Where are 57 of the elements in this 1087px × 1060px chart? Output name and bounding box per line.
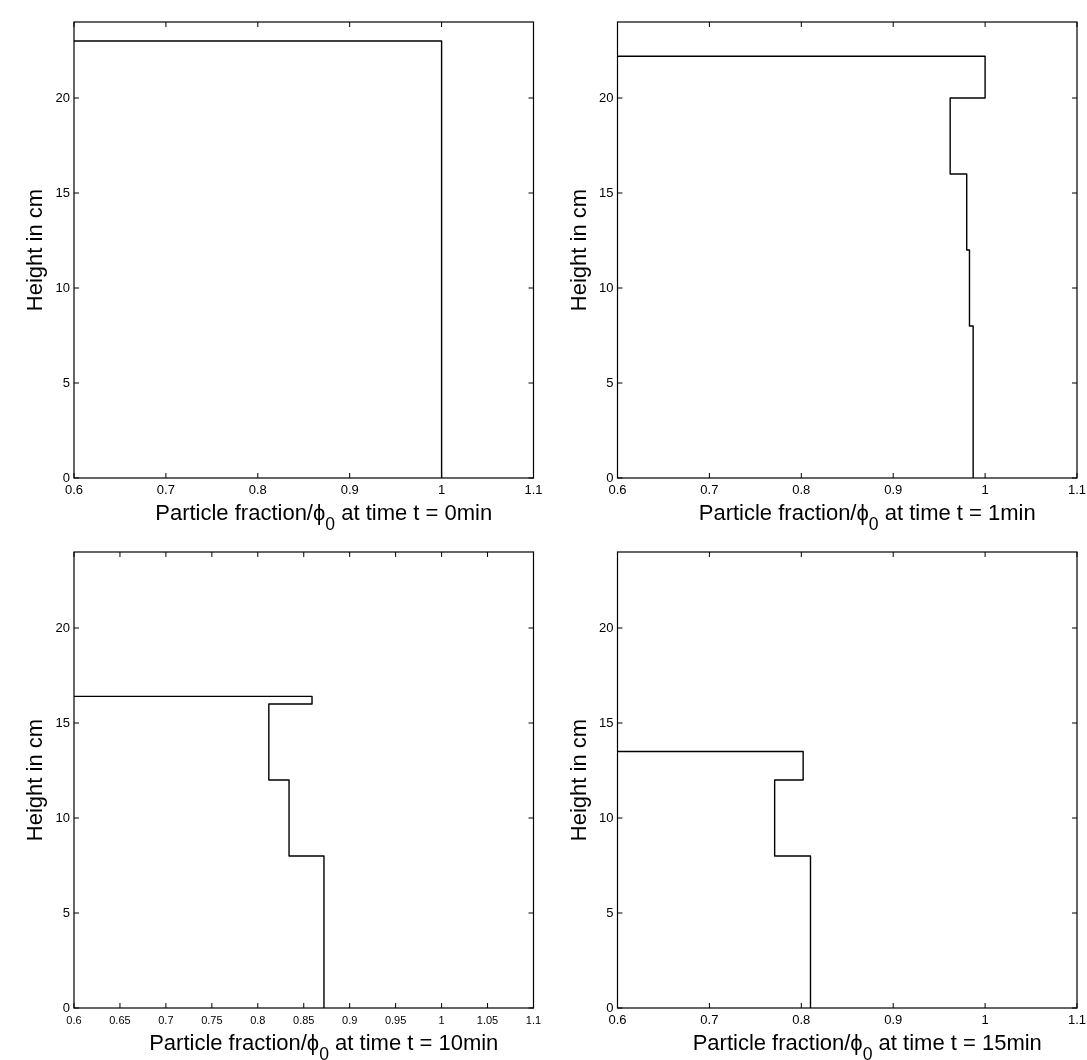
y-tick-label: 20 xyxy=(55,90,70,105)
y-tick-label: 10 xyxy=(599,280,614,295)
x-tick-label: 0.8 xyxy=(792,1012,811,1027)
y-tick-label: 10 xyxy=(599,810,614,825)
x-tick-label: 1.1 xyxy=(1067,1012,1087,1027)
y-tick-label: 5 xyxy=(62,375,70,390)
x-tick-label: 0.6 xyxy=(66,1014,82,1026)
x-axis-title: Particle fraction/ϕ$_{0}$ at time t = 1min xyxy=(698,500,1036,534)
x-tick-label: 0.8 xyxy=(792,482,811,497)
x-tick-label: 1.1 xyxy=(1067,482,1087,497)
x-tick-label: 1 xyxy=(981,482,989,497)
y-tick-label: 15 xyxy=(55,185,70,200)
y-tick-label: 0 xyxy=(62,1000,70,1015)
x-tick-label: 1.1 xyxy=(524,482,543,497)
y-tick-label: 10 xyxy=(55,810,70,825)
x-tick-label: 0.9 xyxy=(342,1014,358,1026)
y-tick-label: 20 xyxy=(599,620,614,635)
y-tick-label: 15 xyxy=(55,715,70,730)
y-axis-title: Height in cm xyxy=(22,718,47,842)
y-tick-label: 10 xyxy=(55,280,70,295)
x-tick-label: 0.7 xyxy=(700,482,719,497)
y-axis-title: Height in cm xyxy=(22,188,47,312)
x-tick-label: 1 xyxy=(438,1014,445,1026)
x-tick-label: 0.85 xyxy=(293,1014,315,1026)
x-tick-label: 0.6 xyxy=(64,482,84,497)
x-tick-label: 0.6 xyxy=(608,1012,627,1027)
x-tick-label: 1.05 xyxy=(476,1014,499,1026)
x-tick-label: 0.65 xyxy=(109,1014,131,1026)
x-tick-label: 1 xyxy=(981,1012,989,1027)
y-tick-label: 20 xyxy=(55,620,70,635)
x-tick-label: 0.9 xyxy=(340,482,359,497)
x-tick-label: 0.7 xyxy=(156,482,175,497)
y-tick-label: 0 xyxy=(606,470,614,485)
x-tick-label: 0.8 xyxy=(250,1014,266,1026)
x-tick-label: 0.95 xyxy=(384,1014,407,1026)
y-tick-label: 20 xyxy=(599,90,614,105)
x-tick-label: 0.6 xyxy=(608,482,627,497)
y-tick-label: 15 xyxy=(599,185,614,200)
y-axis-title: Height in cm xyxy=(565,188,591,312)
x-axis-title: Particle fraction/ϕ$_{0}$ at time t = 15min xyxy=(692,1030,1042,1060)
y-tick-label: 0 xyxy=(606,1000,614,1015)
y-tick-label: 5 xyxy=(606,375,614,390)
y-tick-label: 5 xyxy=(606,905,614,920)
x-tick-label: 0.7 xyxy=(158,1014,174,1026)
x-tick-label: 0.8 xyxy=(248,482,267,497)
x-tick-label: 0.9 xyxy=(884,1012,903,1027)
x-tick-label: 0.9 xyxy=(884,482,903,497)
x-tick-label: 0.75 xyxy=(201,1014,223,1026)
x-tick-label: 1.1 xyxy=(525,1014,542,1026)
x-axis-title: Particle fraction/ϕ$_{0}$ at time t = 10min xyxy=(149,1030,499,1060)
x-tick-label: 1 xyxy=(437,482,446,497)
y-tick-label: 0 xyxy=(62,470,70,485)
x-axis-title: Particle fraction/ϕ$_{0}$ at time t = 0min xyxy=(155,500,493,534)
y-tick-label: 15 xyxy=(599,715,614,730)
y-axis-title: Height in cm xyxy=(565,718,591,842)
x-tick-label: 0.7 xyxy=(700,1012,719,1027)
y-tick-label: 5 xyxy=(62,905,70,920)
